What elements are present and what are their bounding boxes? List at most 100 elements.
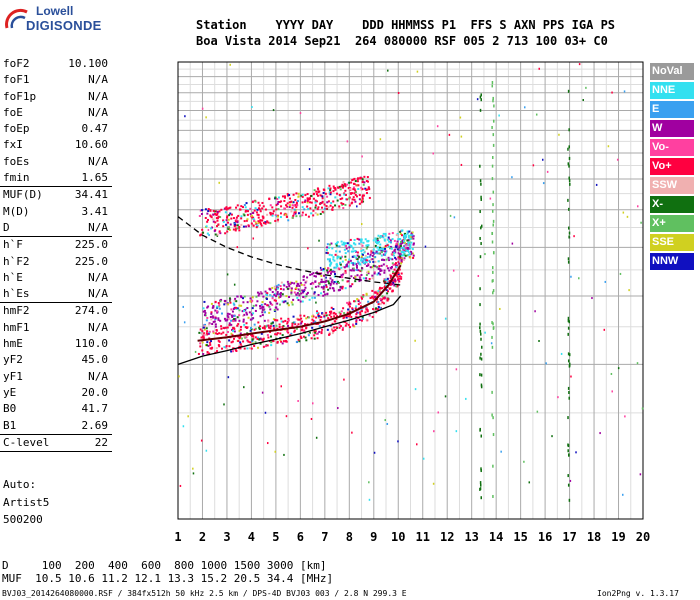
noise-echo-point	[236, 246, 239, 249]
interference-point	[567, 147, 569, 151]
echo-point	[387, 290, 390, 293]
echo-point	[350, 250, 353, 253]
echo-point	[220, 327, 223, 330]
echo-point	[266, 324, 269, 327]
echo-point	[341, 260, 344, 263]
noise-echo-point	[455, 430, 458, 433]
echo-point	[292, 214, 295, 217]
param-row: hmF1 N/A	[0, 320, 112, 336]
legend-item: NNE	[650, 82, 694, 99]
echo-point	[233, 306, 236, 309]
echo-point	[360, 310, 363, 313]
echo-point	[313, 291, 316, 294]
interference-point	[568, 320, 571, 324]
echo-point	[392, 279, 395, 282]
echo-point	[287, 219, 290, 222]
echo-point	[230, 217, 233, 220]
echo-point	[348, 326, 351, 329]
echo-point	[318, 330, 321, 333]
echo-point	[211, 315, 214, 318]
echo-point	[236, 204, 239, 207]
echo-point	[280, 281, 283, 284]
echo-point	[333, 259, 336, 262]
echo-point	[330, 315, 333, 318]
interference-point	[567, 326, 570, 330]
noise-echo-point	[346, 140, 349, 143]
echo-point	[233, 225, 236, 228]
echo-point	[265, 298, 268, 301]
echo-point	[245, 225, 248, 228]
interference-point	[492, 133, 495, 137]
echo-point	[269, 294, 272, 297]
echo-point	[205, 332, 208, 335]
echo-point	[205, 319, 208, 322]
echo-point	[300, 322, 303, 325]
echo-point	[372, 297, 375, 300]
echo-point	[280, 200, 283, 203]
echo-point	[332, 329, 335, 332]
echo-point	[366, 271, 369, 274]
echo-point	[276, 341, 279, 344]
echo-point	[393, 272, 396, 275]
echo-point	[279, 295, 282, 298]
echo-point	[332, 185, 335, 188]
echo-point	[322, 290, 325, 293]
echo-point	[338, 326, 341, 329]
echo-point	[253, 328, 256, 331]
echo-point	[320, 292, 323, 295]
echo-point	[374, 237, 377, 240]
echo-point	[314, 280, 317, 283]
echo-point	[295, 202, 298, 205]
echo-point	[228, 339, 231, 342]
noise-echo-point	[459, 116, 462, 119]
echo-point	[279, 216, 282, 219]
echo-point	[349, 192, 352, 195]
echo-point	[281, 300, 284, 303]
interference-point	[480, 224, 483, 228]
noise-echo-point	[528, 481, 531, 484]
echo-point	[276, 319, 279, 322]
param-value: 110.0	[74, 337, 108, 351]
echo-point	[411, 248, 414, 251]
echo-point	[328, 184, 331, 187]
echo-point	[261, 308, 264, 311]
noise-echo-point	[444, 395, 447, 398]
interference-point	[479, 236, 481, 240]
echo-point	[401, 246, 404, 249]
interference-point	[567, 449, 569, 453]
echo-point	[269, 213, 272, 216]
echo-point	[257, 294, 260, 297]
echo-point	[406, 254, 409, 257]
echo-point	[359, 311, 362, 314]
echo-point	[245, 336, 248, 339]
echo-point	[388, 269, 391, 272]
noise-echo-point	[624, 415, 626, 418]
echo-point	[236, 224, 239, 227]
param-value: 45.0	[81, 353, 109, 367]
echo-point	[378, 249, 381, 252]
echo-point	[226, 318, 229, 321]
echo-point	[264, 303, 267, 306]
echo-point	[206, 333, 209, 336]
noise-echo-point	[453, 216, 456, 219]
echo-point	[315, 200, 318, 203]
echo-point	[276, 198, 279, 201]
echo-point	[397, 238, 400, 241]
interference-point	[479, 481, 482, 485]
echo-point	[358, 202, 361, 205]
echo-point	[279, 293, 282, 296]
echo-point	[273, 327, 276, 330]
echo-point	[314, 206, 317, 209]
interference-point	[493, 104, 495, 108]
param-label: foF1	[3, 73, 30, 87]
echo-point	[309, 207, 312, 210]
interference-point	[567, 416, 569, 420]
echo-point	[317, 206, 320, 209]
x-tick-label: 1	[174, 530, 181, 544]
noise-echo-point	[433, 430, 435, 433]
echo-point	[238, 304, 241, 307]
echo-point	[360, 269, 363, 272]
echo-point	[303, 314, 306, 317]
echo-point	[311, 296, 314, 299]
noise-echo-point	[266, 442, 269, 445]
